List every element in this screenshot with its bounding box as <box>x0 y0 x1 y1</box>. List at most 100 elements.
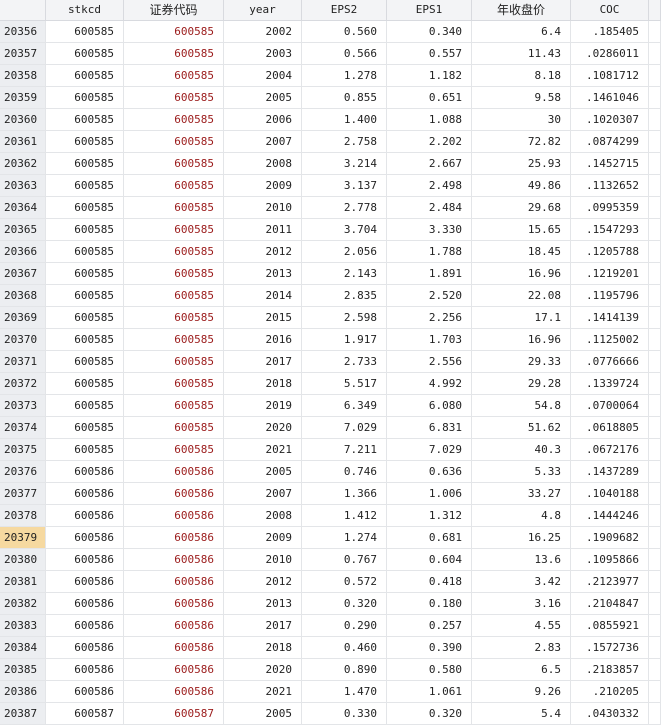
cell-year[interactable]: 2015 <box>224 307 302 328</box>
column-header-security-code[interactable]: 证券代码 <box>124 0 224 20</box>
row-number[interactable]: 20378 <box>0 505 46 526</box>
row-number[interactable]: 20385 <box>0 659 46 680</box>
cell-stkcd[interactable]: 600586 <box>46 571 124 592</box>
cell-security-code[interactable]: 600586 <box>124 461 224 482</box>
cell-annual-close[interactable]: 11.43 <box>472 43 571 64</box>
cell-coc[interactable]: .1095866 <box>571 549 649 570</box>
cell-eps1[interactable]: 6.831 <box>387 417 472 438</box>
cell-year[interactable]: 2019 <box>224 395 302 416</box>
cell-security-code[interactable]: 600586 <box>124 527 224 548</box>
cell-stkcd[interactable]: 600585 <box>46 285 124 306</box>
table-row[interactable]: 20358 600585 600585 2004 1.278 1.182 8.18.1081… <box>0 65 661 87</box>
cell-security-code[interactable]: 600587 <box>124 703 224 724</box>
table-row[interactable]: 20381 600586 600586 2012 0.572 0.418 3.42.2123… <box>0 571 661 593</box>
cell-annual-close[interactable]: 2.83 <box>472 637 571 658</box>
cell-year[interactable]: 2020 <box>224 659 302 680</box>
table-row[interactable]: 20364 600585 600585 2010 2.778 2.484 29.68.099… <box>0 197 661 219</box>
cell-security-code[interactable]: 600586 <box>124 593 224 614</box>
row-number[interactable]: 20365 <box>0 219 46 240</box>
cell-eps2[interactable]: 1.470 <box>302 681 387 702</box>
cell-annual-close[interactable]: 40.3 <box>472 439 571 460</box>
cell-stkcd[interactable]: 600585 <box>46 351 124 372</box>
cell-eps2[interactable]: 1.412 <box>302 505 387 526</box>
cell-security-code[interactable]: 600585 <box>124 329 224 350</box>
cell-eps1[interactable]: 1.061 <box>387 681 472 702</box>
row-number[interactable]: 20371 <box>0 351 46 372</box>
cell-eps2[interactable]: 1.917 <box>302 329 387 350</box>
row-number[interactable]: 20360 <box>0 109 46 130</box>
cell-year[interactable]: 2017 <box>224 351 302 372</box>
cell-eps1[interactable]: 0.418 <box>387 571 472 592</box>
cell-annual-close[interactable]: 16.25 <box>472 527 571 548</box>
column-header-coc[interactable]: COC <box>571 0 649 20</box>
cell-security-code[interactable]: 600585 <box>124 307 224 328</box>
cell-annual-close[interactable]: 49.86 <box>472 175 571 196</box>
row-number[interactable]: 20384 <box>0 637 46 658</box>
cell-coc[interactable]: .185405 <box>571 21 649 42</box>
cell-coc[interactable]: .1437289 <box>571 461 649 482</box>
table-row[interactable]: 20384 600586 600586 2018 0.460 0.390 2.83.1572… <box>0 637 661 659</box>
cell-security-code[interactable]: 600585 <box>124 219 224 240</box>
column-header-year[interactable]: year <box>224 0 302 20</box>
cell-eps1[interactable]: 0.340 <box>387 21 472 42</box>
row-number[interactable]: 20356 <box>0 21 46 42</box>
cell-annual-close[interactable]: 29.68 <box>472 197 571 218</box>
cell-eps2[interactable]: 0.330 <box>302 703 387 724</box>
cell-annual-close[interactable]: 16.96 <box>472 263 571 284</box>
cell-stkcd[interactable]: 600585 <box>46 153 124 174</box>
cell-year[interactable]: 2016 <box>224 329 302 350</box>
cell-eps1[interactable]: 6.080 <box>387 395 472 416</box>
cell-security-code[interactable]: 600585 <box>124 109 224 130</box>
cell-security-code[interactable]: 600586 <box>124 505 224 526</box>
cell-coc[interactable]: .1020307 <box>571 109 649 130</box>
cell-annual-close[interactable]: 4.55 <box>472 615 571 636</box>
cell-coc[interactable]: .1125002 <box>571 329 649 350</box>
cell-security-code[interactable]: 600586 <box>124 637 224 658</box>
cell-coc[interactable]: .2183857 <box>571 659 649 680</box>
cell-eps1[interactable]: 0.604 <box>387 549 472 570</box>
cell-security-code[interactable]: 600585 <box>124 43 224 64</box>
cell-year[interactable]: 2010 <box>224 197 302 218</box>
cell-eps1[interactable]: 2.667 <box>387 153 472 174</box>
cell-stkcd[interactable]: 600585 <box>46 197 124 218</box>
cell-eps1[interactable]: 2.256 <box>387 307 472 328</box>
cell-security-code[interactable]: 600585 <box>124 65 224 86</box>
cell-annual-close[interactable]: 8.18 <box>472 65 571 86</box>
cell-stkcd[interactable]: 600586 <box>46 505 124 526</box>
cell-stkcd[interactable]: 600586 <box>46 527 124 548</box>
table-row[interactable]: 20356 600585 600585 2002 0.560 0.340 6.4.18540… <box>0 21 661 43</box>
cell-year[interactable]: 2007 <box>224 483 302 504</box>
row-number[interactable]: 20364 <box>0 197 46 218</box>
cell-coc[interactable]: .1414139 <box>571 307 649 328</box>
cell-year[interactable]: 2004 <box>224 65 302 86</box>
cell-eps2[interactable]: 0.746 <box>302 461 387 482</box>
cell-eps1[interactable]: 0.681 <box>387 527 472 548</box>
corner-header[interactable] <box>0 0 46 20</box>
cell-eps1[interactable]: 1.703 <box>387 329 472 350</box>
cell-coc[interactable]: .1132652 <box>571 175 649 196</box>
cell-eps2[interactable]: 2.733 <box>302 351 387 372</box>
row-number[interactable]: 20362 <box>0 153 46 174</box>
cell-stkcd[interactable]: 600586 <box>46 615 124 636</box>
column-header-annual-close[interactable]: 年收盘价 <box>472 0 571 20</box>
row-number[interactable]: 20369 <box>0 307 46 328</box>
cell-year[interactable]: 2010 <box>224 549 302 570</box>
cell-stkcd[interactable]: 600586 <box>46 461 124 482</box>
cell-stkcd[interactable]: 600586 <box>46 659 124 680</box>
cell-coc[interactable]: .0286011 <box>571 43 649 64</box>
table-row[interactable]: 20385 600586 600586 2020 0.890 0.580 6.5.21838… <box>0 659 661 681</box>
cell-eps2[interactable]: 0.560 <box>302 21 387 42</box>
cell-eps2[interactable]: 2.143 <box>302 263 387 284</box>
cell-coc[interactable]: .0700064 <box>571 395 649 416</box>
cell-annual-close[interactable]: 6.4 <box>472 21 571 42</box>
table-row[interactable]: 20373 600585 600585 2019 6.349 6.080 54.8.0700… <box>0 395 661 417</box>
cell-eps1[interactable]: 1.891 <box>387 263 472 284</box>
cell-eps2[interactable]: 3.704 <box>302 219 387 240</box>
cell-coc[interactable]: .1461046 <box>571 87 649 108</box>
row-number[interactable]: 20381 <box>0 571 46 592</box>
row-number[interactable]: 20367 <box>0 263 46 284</box>
cell-eps1[interactable]: 0.320 <box>387 703 472 724</box>
cell-stkcd[interactable]: 600585 <box>46 65 124 86</box>
cell-coc[interactable]: .0430332 <box>571 703 649 724</box>
cell-annual-close[interactable]: 18.45 <box>472 241 571 262</box>
